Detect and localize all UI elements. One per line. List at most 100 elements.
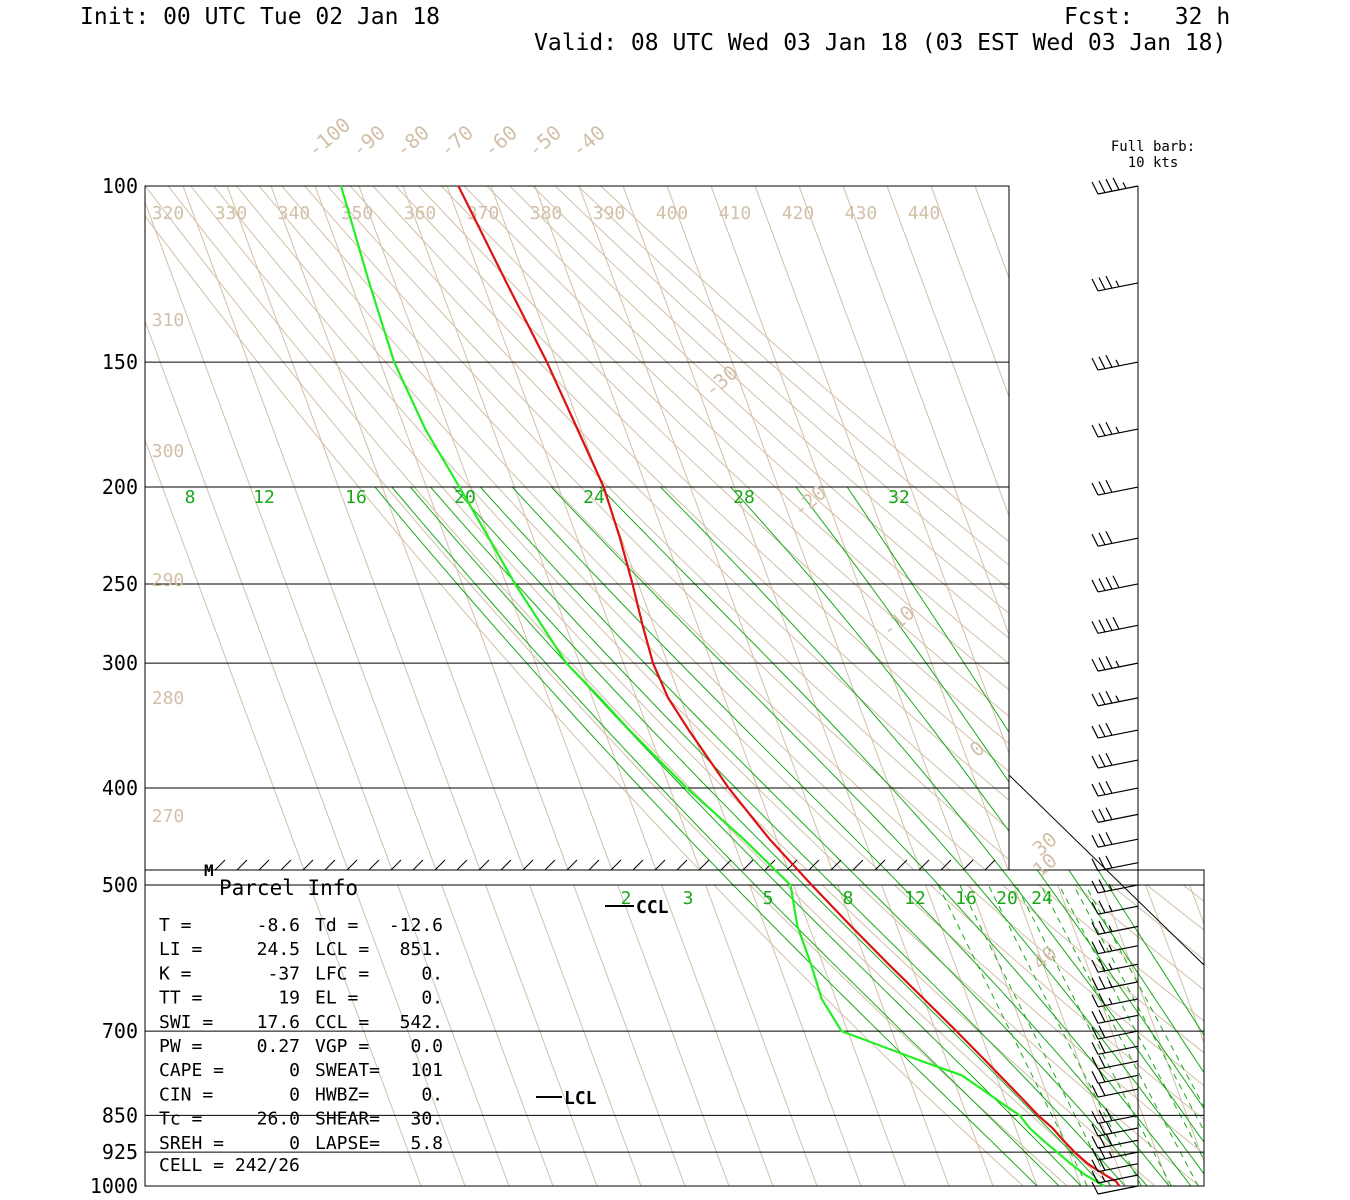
barb-full (1098, 1146, 1106, 1160)
barb-full (1098, 920, 1106, 934)
barb-full (1105, 832, 1113, 845)
barb-full (1105, 1120, 1113, 1134)
barb-full (1091, 424, 1099, 438)
mixing-ratio-line (1085, 884, 1204, 1108)
theta-label: 400 (656, 203, 689, 224)
dry-adiabat (930, 884, 1204, 1121)
m-marker-label: M (204, 861, 214, 880)
barb-full (1091, 880, 1099, 894)
barb-full (1091, 1135, 1099, 1149)
parcel-right-value: 0. (421, 988, 443, 1009)
barb-full (1091, 1026, 1099, 1040)
lower-grid (309, 870, 1350, 1186)
barb-half (1108, 963, 1113, 970)
wind-barb (1091, 958, 1139, 973)
barb-full (1098, 180, 1106, 193)
barb-full (1091, 1123, 1099, 1137)
barb-full (1098, 958, 1106, 972)
hatch-mark (852, 859, 864, 871)
pressure-tick-label: 100 (102, 174, 138, 198)
barb-full (1098, 808, 1106, 822)
dry-adiabat (372, 186, 1009, 801)
barb-full (1098, 993, 1106, 1006)
isotherm-line (490, 186, 745, 870)
theta-label: 320 (152, 203, 185, 224)
barb-half (1115, 359, 1120, 367)
barb-full (1105, 618, 1113, 631)
isotherm-line (145, 319, 349, 870)
wind-barb (1091, 1170, 1139, 1184)
hatch-mark (940, 859, 952, 871)
forecast-hour: Fcst: 32 h (1064, 4, 1231, 30)
isotherm-label: -40 (567, 120, 610, 162)
isotherm-line (145, 438, 305, 870)
isotherm-line (446, 186, 701, 870)
init-time: Init: 00 UTC Tue 02 Jan 18 (80, 4, 441, 30)
hatch-mark (412, 859, 424, 871)
dry-adiabat (1219, 885, 1350, 1186)
wind-barb (1091, 1181, 1139, 1195)
parcel-title: Parcel Info (219, 876, 358, 900)
barb-half (1115, 695, 1120, 702)
parcel-right-label: SWEAT= (315, 1060, 380, 1081)
hatch-mark (280, 859, 292, 871)
barb-full (1098, 900, 1106, 914)
barb-half (1108, 883, 1113, 891)
barb-full (1105, 355, 1113, 368)
barb-full (1112, 616, 1120, 630)
sounding-profiles: LCL CCL M (204, 185, 1121, 1187)
hatch-mark (874, 859, 886, 871)
moist-adiabat (479, 486, 851, 870)
dry-adiabat (509, 186, 1009, 639)
temperature-profile (457, 185, 1121, 1187)
wind-barb (1091, 479, 1139, 496)
barb-full (1091, 783, 1099, 797)
dry-adiabat (1291, 885, 1350, 1186)
barb-full (1098, 1134, 1106, 1148)
isotherm-label: -50 (523, 120, 566, 162)
parcel-right-value: 30. (410, 1109, 443, 1130)
parcel-right-value: 101 (410, 1060, 443, 1081)
barb-full (1091, 1159, 1099, 1172)
barb-full (1105, 855, 1113, 869)
moist-adiabat (374, 486, 720, 870)
hatch-mark (434, 859, 446, 871)
barb-full (1098, 1009, 1106, 1023)
dry-adiabat (1002, 884, 1204, 1054)
wind-barb (1091, 616, 1139, 634)
barb-full (1098, 578, 1106, 591)
wind-barb (1091, 1069, 1139, 1084)
isotherm-line (182, 186, 437, 870)
pressure-tick-label: 850 (102, 1103, 138, 1127)
moist-adiabat (409, 486, 765, 870)
mixing-ratio-lower-label: 24 (1031, 888, 1053, 909)
wind-barb (1091, 355, 1139, 371)
dry-adiabat (463, 186, 1009, 691)
barb-full (1091, 977, 1099, 991)
dry-adiabat (857, 884, 1200, 1186)
dry-adiabat (145, 186, 737, 870)
barb-full (1098, 356, 1106, 369)
barb-full (1091, 810, 1099, 823)
wind-barbs (1091, 177, 1139, 1195)
barb-full (1098, 657, 1106, 670)
dry-adiabat (713, 884, 1024, 1186)
isotherm-line (837, 884, 950, 1186)
moist-adiabat (730, 486, 1009, 833)
hatch-mark (676, 859, 688, 871)
moist-adiabat (849, 870, 1148, 1186)
mixing-ratio-line (959, 884, 1111, 1186)
barb-half (1108, 997, 1113, 1005)
wind-barb (1091, 1025, 1139, 1040)
theta-label: 300 (152, 441, 185, 462)
upper-grid (145, 186, 1009, 870)
hatch-mark (346, 859, 358, 871)
moist-adiabat (550, 486, 926, 870)
hatch-mark (478, 859, 490, 871)
moist-adiabat (762, 870, 1082, 1186)
isotherm-line (397, 884, 510, 1186)
parcel-left-value: 17.6 (257, 1012, 300, 1033)
parcel-left-label: PW = (159, 1036, 203, 1057)
parcel-left-label: SREH = (159, 1133, 224, 1154)
